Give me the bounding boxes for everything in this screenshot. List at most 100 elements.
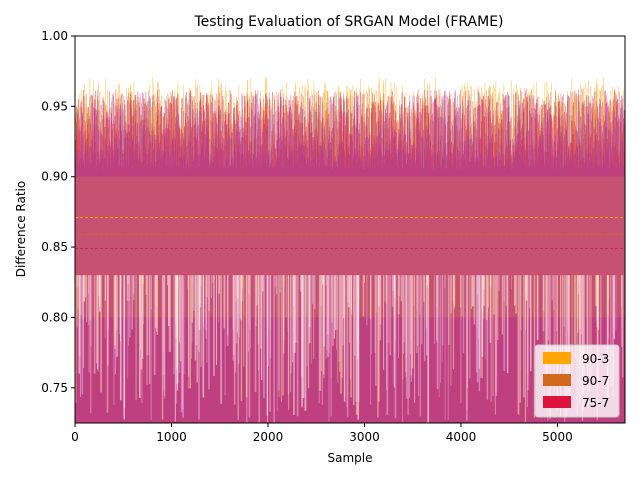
bar-dip [615,275,617,332]
bar-dip [114,275,116,346]
y-axis-label: Difference Ratio [14,181,28,278]
bar-dip [402,275,404,380]
bar-dip [321,275,323,405]
bar-dip [310,275,312,365]
bar-dip [624,275,627,303]
bar-dip [596,275,598,321]
y-tick-label: 0.75 [41,381,68,395]
bar-dip [571,275,573,383]
bar-dip [106,275,109,413]
bar-dip [478,275,480,369]
bar-dip [342,275,344,346]
bar-dip [356,275,358,360]
bar-dip [386,275,389,415]
bar-dip [414,275,416,403]
bar-dip [132,275,135,300]
bar-dip [173,275,175,375]
bar-dip [354,275,356,356]
bar-dip [402,275,405,354]
bar-dip [503,275,506,372]
bar-dip [530,275,532,372]
bar-dip [210,275,213,298]
bar-dip [198,275,201,330]
y-tick-label: 0.85 [41,240,68,254]
bar-dip [481,275,484,357]
bar-dip [450,275,452,313]
bar-dip [174,275,176,422]
bar-dip [323,275,325,347]
bar-dip [436,275,438,306]
bar-dip [343,275,345,401]
bar-dip [307,275,310,389]
bar-dip [187,275,189,289]
bar-dip [76,275,78,328]
bar-dip [337,275,339,383]
bar-dips [75,275,627,423]
bar-dip [338,275,341,362]
bar-dip [161,275,164,420]
bar-dip [202,275,205,398]
legend: 90-3 90-7 75-7 [534,344,620,418]
bar-dip [517,275,520,415]
bar-dip [233,275,236,405]
bar-dip [258,275,261,423]
bar-dip [238,275,240,338]
bar-dip [353,275,355,405]
bar-dip [529,275,531,309]
bar-dip [590,275,592,381]
bar-dip [243,275,245,367]
bar-dip [179,275,182,362]
x-tick-label: 0 [71,430,79,444]
bar-dip [461,275,463,317]
bar-dip [127,275,129,379]
bar-dip [533,275,536,418]
bar-dip [612,275,614,396]
bar-dip [475,275,478,373]
bar-dip [140,275,142,370]
bar-dip [96,275,98,364]
bar-dip [113,275,115,405]
bar-dip [498,275,500,291]
bar-dip [197,275,199,351]
bar-dip [465,275,468,421]
bar-dip [408,275,411,399]
bar-dip [492,275,494,396]
bar-dip [153,275,156,375]
bar-dip [177,275,179,384]
bar-dip [410,275,413,376]
bar-dip [579,275,581,303]
bar-dip [126,275,128,301]
legend-label-90-7: 90-7 [582,374,609,388]
bar-dip [236,275,238,344]
bar-dip [162,275,165,376]
bar-dip [394,275,396,353]
bar-dip [568,275,570,329]
bar-dip [349,275,350,344]
bar-dip [308,275,311,344]
bar-dip [128,275,129,347]
bar-dip [370,275,372,405]
bar-dip [325,275,327,359]
bar-dip [141,275,144,359]
bar-dip [393,275,395,388]
bar-dip [167,275,170,327]
bar-dip [350,275,352,398]
bar-dip [260,275,262,349]
bar-dip [208,275,210,390]
bar-dip [607,275,609,397]
bar-dip [87,275,89,294]
bar-dip [267,275,269,367]
bar-dip [582,275,585,410]
bar-dip [425,275,427,329]
bar-dip [377,275,379,418]
bar-dip [278,275,280,397]
bar-dip [200,275,201,368]
bar-dip [485,275,487,360]
bar-dip [269,275,272,358]
bar-dip [273,275,275,423]
bar-dip [150,275,152,420]
bar-dip [123,275,125,420]
bar-dip [330,275,332,417]
bar-dip [213,275,215,376]
bar-dip [378,275,380,307]
